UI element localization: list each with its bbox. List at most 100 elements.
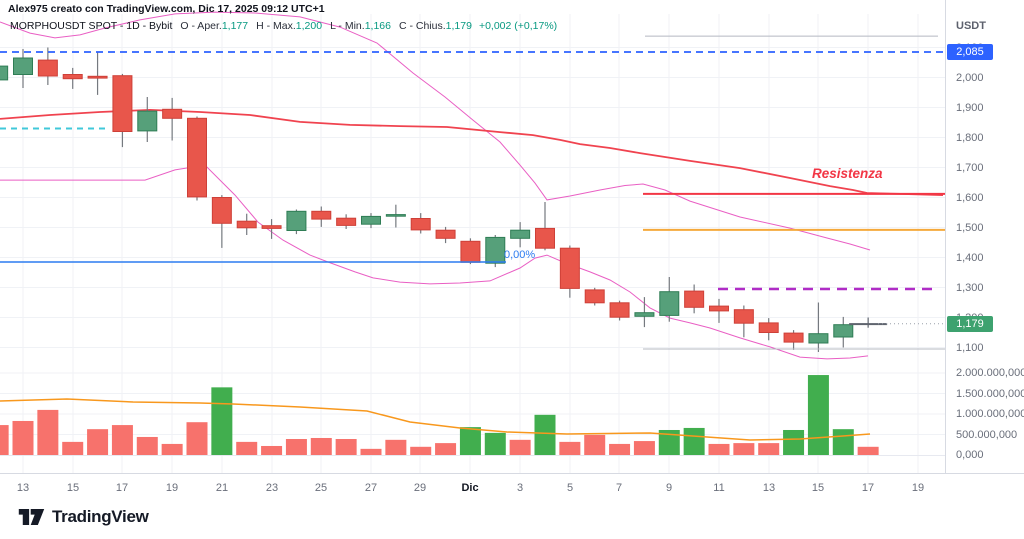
candle-body [460, 240, 481, 263]
volume-bar [534, 414, 556, 455]
volume-bar [37, 409, 59, 455]
volume-bar [285, 439, 307, 455]
candle-body [261, 225, 282, 229]
volume-bar [509, 439, 531, 455]
volume-ma-line [0, 398, 871, 441]
volume-bar [62, 441, 84, 455]
candle-body [37, 59, 58, 77]
volume-bar [236, 441, 258, 455]
candle-body [733, 309, 754, 324]
price-tick: 1,400 [956, 251, 984, 264]
volume-bar [658, 429, 680, 455]
low-value: 1,166 [364, 20, 391, 32]
price-tick: 1,300 [956, 281, 984, 294]
time-tick: 9 [665, 482, 673, 494]
volume-bar [385, 439, 407, 455]
chart-canvas[interactable]: Resistenza 0,00% [0, 0, 945, 473]
candle-body [311, 210, 332, 220]
candle-body [510, 229, 531, 239]
attribution-text: Alex975 creato con TradingView.com, Dic … [8, 3, 325, 15]
price-tick: 1,900 [956, 101, 984, 114]
time-tick: 3 [516, 482, 524, 494]
volume-bar [783, 429, 805, 455]
time-axis[interactable]: 13 15 17 19 21 23 25 27 29 Dic 3 5 7 9 11 13 15 17 19 [0, 474, 1024, 500]
candle-body [783, 332, 804, 343]
candle-body [534, 227, 555, 249]
time-tick: 21 [215, 482, 229, 494]
volume-bar [807, 375, 829, 455]
volume-bar [211, 387, 233, 455]
candle-body [87, 75, 108, 79]
zero-percent-label[interactable]: 0,00% [504, 249, 535, 261]
price-tick: 1,100 [956, 341, 984, 354]
symbol-info-bar[interactable]: MORPHOUSDT SPOT - 1D - Bybit O - Aper.1,1… [10, 20, 557, 32]
axis-separator [0, 473, 1024, 474]
time-tick: 23 [265, 482, 279, 494]
volume-bar [0, 425, 9, 455]
candle-body [112, 75, 133, 132]
volume-bar [459, 427, 481, 455]
volume-bar [633, 441, 655, 455]
volume-bar [410, 446, 432, 455]
symbol-title[interactable]: MORPHOUSDT SPOT - 1D - Bybit [10, 20, 173, 32]
open-value: 1,177 [221, 20, 249, 32]
volume-bar [12, 420, 34, 455]
candle-body [0, 65, 9, 81]
close-value: 1,179 [445, 20, 472, 32]
price-tick: 1,700 [956, 161, 984, 174]
price-axis[interactable]: USDT 2,1002,0001,9001,8001,7001,6001,500… [945, 0, 1024, 473]
time-tick: 15 [66, 482, 80, 494]
drawing-levels[interactable] [0, 35, 945, 350]
volume-tick: 500.000,000 [956, 428, 1018, 441]
candle-body [609, 302, 630, 318]
candle-body [286, 210, 307, 232]
volume-bar [87, 429, 109, 455]
candle-body [634, 312, 655, 317]
candle-body [62, 74, 83, 80]
resistance-label[interactable]: Resistenza [812, 166, 883, 181]
time-tick: 17 [861, 482, 875, 494]
candle-body [186, 117, 207, 198]
volume-bar [584, 434, 606, 455]
gridlines [0, 14, 945, 473]
candle-body [385, 214, 406, 217]
tradingview-logo[interactable]: TradingView [18, 505, 149, 529]
candle-body [708, 305, 729, 312]
time-tick: 11 [713, 482, 725, 494]
time-tick: 7 [615, 482, 623, 494]
volume-bar [683, 427, 705, 455]
volume-bar [609, 443, 631, 455]
tradingview-logo-icon [18, 509, 45, 525]
red-ma-line [0, 108, 944, 196]
indicator-lines [0, 11, 944, 360]
candle-body [336, 217, 357, 226]
tradingview-logo-text: TradingView [52, 507, 149, 526]
volume-bar [261, 445, 283, 455]
current-candle-doji [849, 323, 888, 326]
candle-body [137, 110, 158, 132]
volume-bar [758, 443, 780, 455]
volume-bar [111, 425, 133, 455]
candle-body [162, 108, 183, 119]
time-tick: 15 [811, 482, 825, 494]
candle-body [559, 247, 580, 289]
volume-bar [310, 437, 332, 455]
time-tick: 29 [413, 482, 427, 494]
candle-body [360, 215, 381, 225]
close-label: C - Chius. [398, 20, 446, 32]
volume-bar [857, 446, 879, 455]
price-tick: 1,600 [956, 191, 984, 204]
candle-body [211, 197, 232, 224]
candle-body [435, 229, 456, 239]
volume-bar [360, 448, 382, 455]
candle-body [236, 220, 257, 229]
volume-tick: 0,000 [956, 449, 984, 461]
time-tick: 19 [165, 482, 179, 494]
volume-bar [559, 441, 581, 455]
time-tick: 5 [566, 482, 574, 494]
candle-body [584, 289, 605, 304]
time-tick: 27 [364, 482, 378, 494]
price-tick: 1,500 [956, 221, 984, 234]
time-tick: 13 [762, 482, 776, 494]
